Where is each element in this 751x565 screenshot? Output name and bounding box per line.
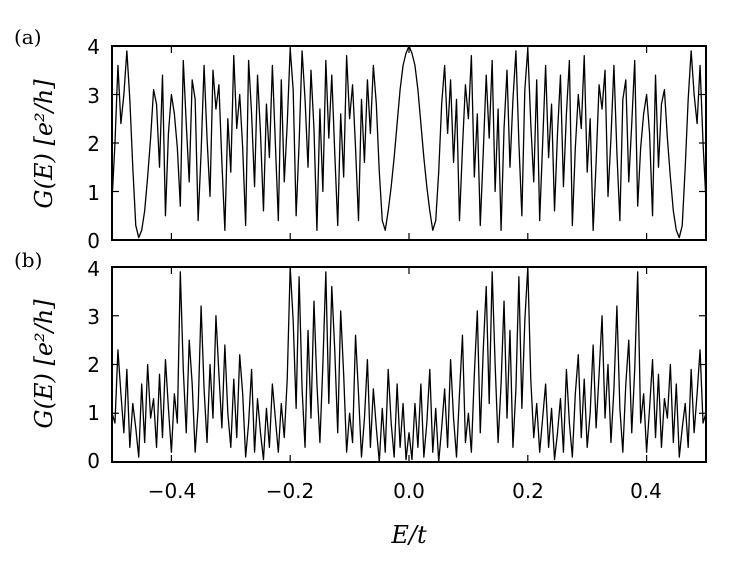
panel-b-yticks: 0 1 2 3 4	[87, 257, 100, 473]
panel-a-ytick-label: 1	[87, 181, 100, 205]
panel-a-ylabel: G(E) [e²/h]	[30, 79, 58, 209]
panel-a-ytick-label: 4	[87, 35, 100, 59]
panel-b-xlabel: E/t	[390, 521, 427, 549]
panel-b-xticks: −0.4 −0.2 0.0 0.2 0.4	[148, 479, 662, 503]
panel-b-ytick-label: 0	[87, 449, 100, 473]
panel-b-xtick-label: 0.4	[630, 479, 662, 503]
panel-b-frame	[111, 266, 707, 463]
panel-b-xtick-label: 0.2	[512, 479, 544, 503]
panel-b-ytick-label: 2	[87, 353, 100, 377]
panel-b-ytick-label: 4	[87, 257, 100, 281]
panel-a-ytick-label: 2	[87, 132, 100, 156]
panel-a-tag: (a)	[14, 25, 42, 49]
panel-a-ytick-label: 0	[87, 229, 100, 253]
panel-a-ytick-label: 3	[87, 84, 100, 108]
panel-b-xtick-label: −0.2	[266, 479, 315, 503]
panel-b-ytick-label: 3	[87, 305, 100, 329]
panel-b-ylabel: G(E) [e²/h]	[30, 299, 58, 429]
panel-b-ytick-label: 1	[87, 401, 100, 425]
panel-b-xtick-label: 0.0	[393, 479, 425, 503]
panel-a: (a) G(E) [e²/h] 0 1 2 3 4	[14, 25, 707, 253]
panel-b: (b) G(E) [e²/h] 0 1 2 3 4 −0.4 −0.2 0.0 …	[14, 248, 707, 549]
panel-a-yticks: 0 1 2 3 4	[87, 35, 100, 253]
panel-a-series-line	[111, 45, 707, 239]
panel-b-tag: (b)	[14, 248, 42, 272]
panel-b-xtick-label: −0.4	[148, 479, 197, 503]
panel-b-series-line	[111, 266, 707, 463]
panel-a-frame	[111, 45, 707, 241]
